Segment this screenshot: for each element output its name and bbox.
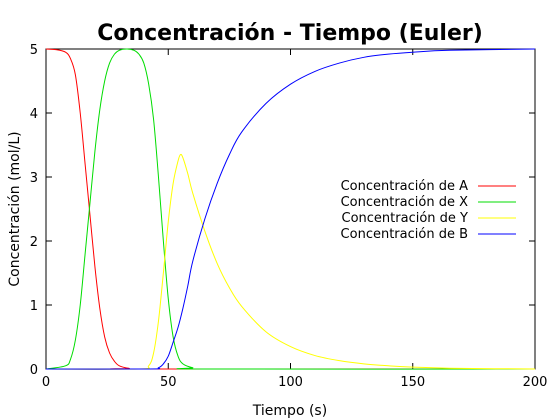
y-tick-label: 2 [30, 235, 38, 250]
y-axis-label: Concentración (mol/L) [7, 131, 23, 286]
y-tick-label: 3 [30, 171, 38, 186]
legend-label: Concentración de X [341, 195, 469, 210]
x-tick-label: 100 [278, 375, 303, 390]
series-line-1 [45, 48, 536, 370]
y-tick-label: 5 [30, 43, 38, 58]
x-tick-label: 50 [160, 375, 177, 390]
chart-title: Concentración - Tiempo (Euler) [97, 21, 483, 46]
axis-ticks: 0 50 100 150 200 0 1 2 3 4 5 [30, 43, 548, 390]
legend-label: Concentración de Y [342, 211, 469, 226]
series-line-2 [45, 153, 536, 370]
x-tick-label: 0 [42, 375, 50, 390]
legend-label: Concentración de B [341, 227, 468, 242]
x-axis-label: Tiempo (s) [252, 403, 327, 419]
legend-label: Concentración de A [341, 179, 469, 194]
x-tick-label: 150 [400, 375, 425, 390]
series-lines [45, 48, 536, 370]
series-line-3 [45, 48, 536, 370]
y-tick-label: 4 [30, 107, 38, 122]
y-tick-label: 1 [30, 299, 38, 314]
x-tick-label: 200 [523, 375, 548, 390]
y-tick-label: 0 [30, 363, 38, 378]
